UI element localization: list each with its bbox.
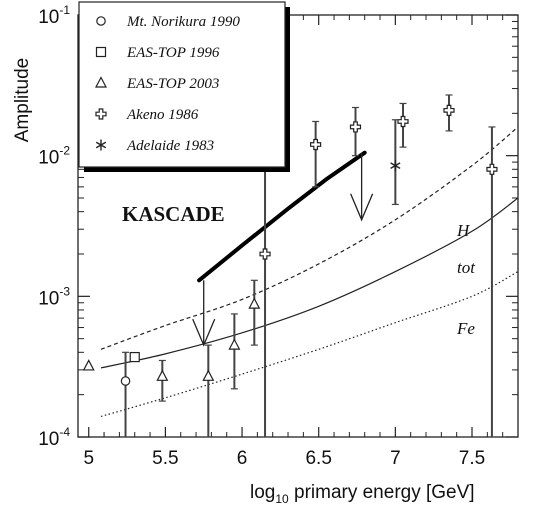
marker-cross: [349, 121, 362, 133]
x-axis-label-main: log: [250, 482, 275, 503]
marker-cross: [486, 163, 498, 175]
curve-label-tot: tot: [457, 258, 476, 277]
marker-triangle: [95, 76, 107, 88]
legend-entry-label: Akeno 1986: [126, 107, 199, 123]
y-tick-base: 10: [38, 148, 59, 169]
legend: Mt. Norikura 1990 EAS-TOP 1996 EAS-TOP 200…: [78, 1, 290, 172]
data-points: [82, 94, 498, 438]
kascade-arrow-head: [192, 318, 216, 347]
marker-square: [95, 46, 107, 58]
kascade-limit-line: [197, 150, 367, 283]
marker-cross: [397, 115, 409, 128]
y-axis-label: Amplitude: [12, 58, 33, 143]
x-axis-label: log10 primary energy [GeV]: [250, 482, 475, 506]
curve-fe: [100, 271, 519, 418]
kascade-arrow-head: [350, 193, 374, 222]
kascade-label: KASCADE: [122, 202, 225, 226]
legend-entry-label: Adelaide 1983: [126, 138, 214, 154]
marker-star-arm: [95, 141, 107, 149]
y-tick-exp: -4: [59, 425, 70, 439]
x-tick-label: 6: [237, 448, 248, 469]
curve-label-h: H: [456, 221, 471, 240]
marker-star-arm: [390, 162, 401, 169]
marker-triangle: [82, 359, 95, 371]
curve-h: [100, 126, 519, 350]
marker-circle: [96, 16, 106, 26]
x-tick-label: 5.5: [152, 448, 178, 469]
y-tick-exp: -2: [59, 144, 70, 158]
marker-cross: [259, 248, 271, 260]
kascade-limits: KASCADE: [122, 150, 374, 347]
y-tick-label: 10-1: [38, 3, 70, 28]
marker-cross: [95, 108, 107, 120]
y-tick-label: 10-3: [38, 284, 70, 309]
marker-cross: [310, 138, 322, 151]
plot-frame: [77, 14, 519, 438]
x-axis-label-rest: primary energy [GeV]: [289, 482, 475, 503]
legend-entry-label: EAS-TOP 1996: [126, 45, 220, 61]
marker-triangle: [228, 338, 241, 350]
marker-circle: [120, 376, 131, 386]
legend-box: [78, 1, 286, 168]
x-tick-label: 6.5: [305, 448, 331, 469]
x-tick-label: 7.5: [459, 448, 485, 469]
y-tick-base: 10: [38, 7, 59, 28]
legend-entry-label: EAS-TOP 2003: [126, 76, 219, 92]
marker-star: [95, 139, 107, 151]
marker-triangle: [248, 297, 261, 309]
y-tick-base: 10: [38, 429, 59, 450]
curve-tot: [100, 197, 519, 369]
curve-label-fe: Fe: [456, 319, 475, 338]
x-tick-label: 5: [83, 448, 94, 469]
y-tick-label: 10-2: [38, 144, 70, 169]
y-tick-exp: -1: [59, 3, 70, 17]
marker-triangle: [156, 369, 169, 381]
x-tick-label: 7: [390, 448, 401, 469]
marker-star: [390, 160, 401, 172]
y-tick-base: 10: [38, 288, 59, 309]
marker-square: [129, 351, 140, 363]
marker-cross: [443, 104, 455, 116]
marker-triangle: [202, 369, 215, 381]
x-axis-label-sub: 10: [275, 492, 289, 506]
legend-entry-label: Mt. Norikura 1990: [126, 14, 240, 30]
y-tick-label: 10-4: [38, 425, 70, 450]
y-tick-exp: -3: [59, 284, 70, 298]
